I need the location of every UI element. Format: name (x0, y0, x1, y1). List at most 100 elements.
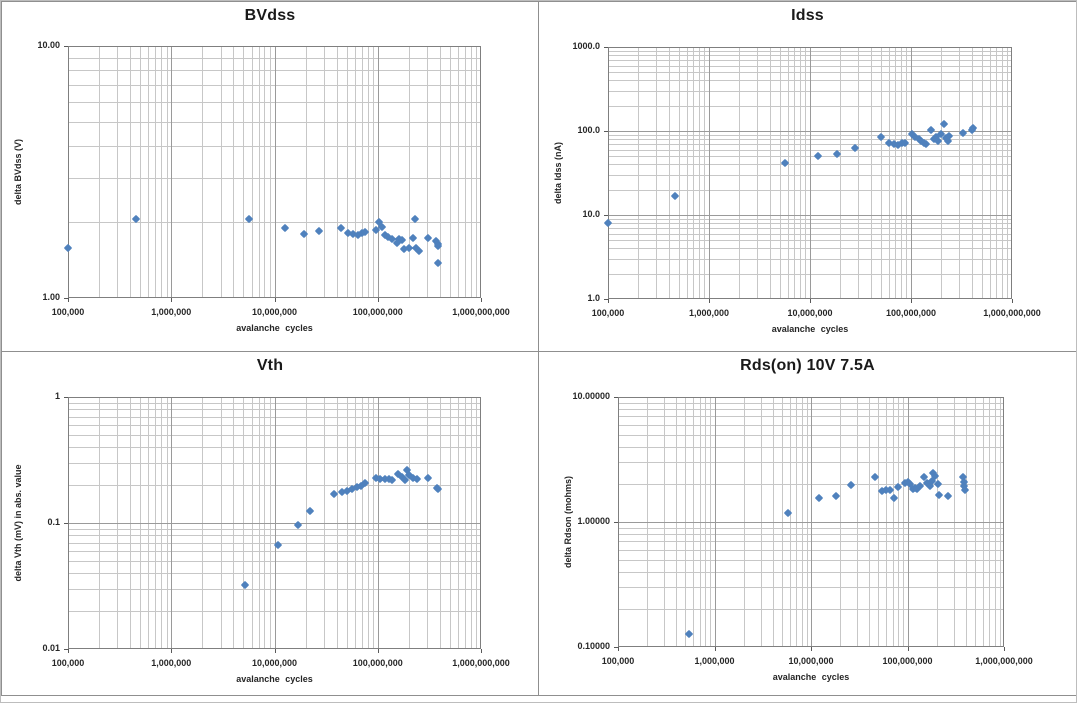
y-tick-label: 1 (54, 391, 60, 401)
x-tick-label: 10,000,000 (251, 307, 298, 317)
x-tick-label: 100,000,000 (885, 308, 937, 318)
y-tick-label: 10.0 (582, 209, 600, 219)
x-tick (907, 647, 909, 651)
gridline-minor-v (704, 47, 706, 299)
gridline-major-h (68, 523, 481, 524)
chart-panel-rdson: Rds(on) 10V 7.5A delta Rdson (mohms) ava… (538, 351, 1076, 696)
y-tick (64, 397, 68, 398)
x-tick (608, 299, 609, 303)
x-tick (274, 649, 276, 653)
chart-panel-vth: Vth delta Vth (mV) in abs. value avalanc… (1, 351, 539, 696)
gridline-minor-v (243, 46, 245, 298)
x-tick-label: 1,000,000,000 (983, 308, 1041, 318)
x-tick (1012, 299, 1013, 303)
gridline-major-v (274, 46, 276, 298)
gridline-minor-v (130, 46, 132, 298)
gridline-minor-v (678, 47, 680, 299)
plot-area-vth (68, 397, 481, 649)
y-tick (604, 131, 608, 132)
plot-border (68, 46, 481, 298)
x-tick-label: 10,000,000 (251, 658, 298, 668)
y-tick-label: 0.01 (42, 643, 60, 653)
gridline-minor-v (686, 47, 688, 299)
plot-border (618, 397, 1004, 647)
y-tick-label: 100.0 (577, 125, 600, 135)
gridline-minor-v (906, 47, 908, 299)
x-tick (68, 649, 69, 653)
y-tick-label: 0.10000 (577, 641, 610, 651)
gridline-minor-v (901, 47, 903, 299)
y-tick (614, 647, 618, 648)
chart-title-idss: Idss (791, 7, 824, 24)
gridline-minor-v (470, 46, 472, 298)
gridline-minor-v (996, 47, 998, 299)
x-tick (810, 299, 811, 303)
gridline-minor-v (458, 46, 460, 298)
gridline-major-h (608, 131, 1012, 132)
gridline-minor-v (323, 46, 325, 298)
y-tick (604, 47, 608, 48)
x-tick (481, 298, 482, 302)
gridline-major-h (608, 215, 1012, 216)
gridline-minor-v (161, 46, 163, 298)
chart-panel-idss: Idss delta Idss (nA) avalanche cycles 10… (538, 1, 1076, 352)
gridline-minor-v (1002, 47, 1004, 299)
y-tick (604, 299, 608, 300)
gridline-major-v (709, 47, 710, 299)
gridline-minor-v (99, 46, 101, 298)
x-tick (377, 298, 379, 302)
gridline-minor-v (779, 47, 781, 299)
gridline-major-h (618, 522, 1004, 523)
x-tick-label: 1,000,000 (688, 308, 730, 318)
y-tick-label: 1.00000 (577, 516, 610, 526)
gridline-major-v (171, 46, 173, 298)
gridline-minor-v (656, 47, 658, 299)
x-tick-label: 100,000,000 (882, 656, 933, 666)
gridline-minor-v (476, 46, 478, 298)
plot-area-bvdss (63, 46, 481, 298)
x-tick (811, 647, 812, 651)
y-tick-label: 10.00000 (572, 391, 610, 401)
gridline-minor-v (794, 47, 796, 299)
gridline-minor-v (870, 47, 872, 299)
gridline-minor-v (668, 47, 670, 299)
gridline-minor-v (346, 46, 348, 298)
y-tick-label: 10.00 (37, 40, 60, 50)
x-tick (911, 299, 912, 303)
gridline-minor-v (971, 47, 973, 299)
y-tick (64, 523, 68, 524)
gridline-minor-v (959, 47, 961, 299)
gridline-minor-v (117, 46, 119, 298)
plot-area-rdson (618, 397, 1004, 647)
gridline-minor-v (880, 47, 882, 299)
gridline-minor-v (981, 47, 983, 299)
x-tick (709, 299, 710, 303)
x-tick (68, 298, 69, 302)
x-axis-title-rdson: avalanche cycles (772, 672, 850, 682)
y-tick (604, 215, 608, 216)
gridline-minor-v (427, 46, 428, 298)
gridline-minor-v (251, 46, 253, 298)
gridline-minor-v (888, 47, 890, 299)
gridline-minor-v (408, 46, 410, 298)
x-tick (714, 647, 716, 651)
gridline-minor-v (1007, 47, 1009, 299)
y-tick-label: 1.00 (42, 292, 60, 302)
gridline-minor-v (155, 46, 157, 298)
gridline-major-v (911, 47, 912, 299)
x-tick-label: 1,000,000,000 (452, 658, 510, 668)
gridline-minor-v (699, 47, 701, 299)
plot-area-idss (603, 47, 1012, 299)
y-axis-title-bvdss: delta BVdss (V) (13, 138, 23, 206)
y-tick-label: 1000.0 (572, 41, 600, 51)
gridline-minor-v (638, 47, 640, 299)
gridline-minor-v (693, 47, 695, 299)
x-tick (618, 647, 619, 651)
x-axis-title-vth: avalanche cycles (236, 674, 313, 684)
x-tick-label: 1,000,000 (151, 307, 192, 317)
gridline-minor-v (439, 46, 441, 298)
gridline-minor-v (202, 46, 204, 298)
gridline-minor-v (166, 46, 168, 298)
x-tick-label: 1,000,000,000 (452, 307, 510, 317)
